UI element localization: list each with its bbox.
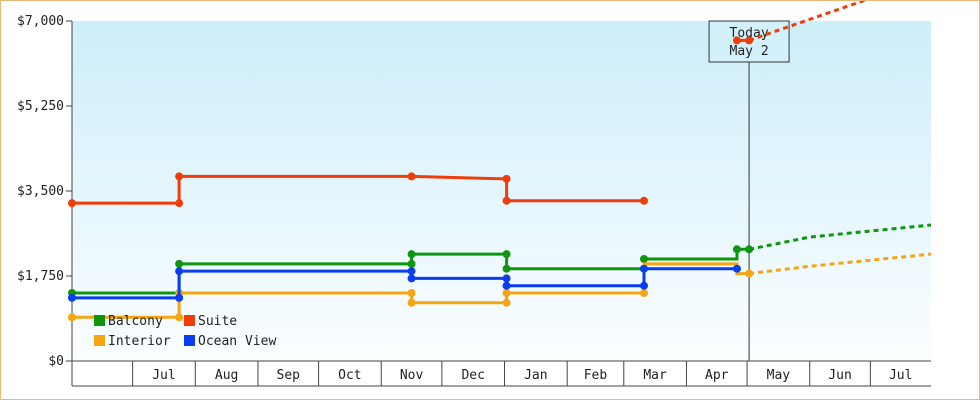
- data-point-interior: [502, 298, 511, 307]
- legend: Balcony Suite Interior Ocean View: [94, 314, 276, 349]
- data-point-balcony: [175, 259, 184, 268]
- data-point-ocean-view: [639, 264, 648, 273]
- data-point-balcony: [639, 255, 648, 263]
- data-point-suite: [68, 199, 76, 208]
- data-point-ocean-view: [407, 274, 416, 283]
- data-point-ocean-view: [175, 293, 184, 302]
- series-line-ocean-view: [72, 267, 737, 300]
- y-tick-label: $0: [48, 354, 64, 369]
- x-axis: Jul Aug Sep Oct Nov Dec Jan Feb Mar Apr May Jun Jul: [72, 360, 931, 387]
- data-point-balcony: [407, 250, 416, 259]
- data-point-suite: [175, 199, 184, 208]
- month-label: May: [767, 368, 791, 383]
- data-point-suite: [502, 196, 511, 205]
- month-label: Nov: [400, 368, 424, 383]
- legend-label-interior: Interior: [108, 334, 171, 349]
- data-point-suite: [175, 172, 184, 181]
- legend-swatch-suite: [184, 315, 195, 326]
- plot-area-background: [72, 21, 931, 361]
- y-axis: $0 $1,750 $3,500 $5,250 $7,000: [17, 14, 73, 386]
- series-suite: [68, 1, 868, 208]
- legend-label-ocean-view: Ocean View: [198, 334, 276, 349]
- data-point-interior: [407, 298, 416, 307]
- data-point-balcony: [502, 250, 511, 259]
- month-label: Mar: [643, 368, 667, 383]
- legend-swatch-ocean-view: [184, 335, 195, 346]
- data-point-suite: [502, 174, 511, 183]
- month-label: Jan: [524, 368, 547, 383]
- legend-label-balcony: Balcony: [108, 314, 163, 329]
- month-label: Jun: [828, 368, 851, 383]
- legend-swatch-balcony: [94, 315, 105, 326]
- month-label: Jul: [889, 368, 912, 383]
- month-label: Feb: [584, 368, 608, 383]
- data-point-interior: [639, 289, 648, 297]
- data-point-suite: [639, 196, 648, 205]
- data-point-ocean-view: [502, 274, 511, 283]
- data-point-interior: [175, 313, 184, 322]
- data-point-balcony: [732, 245, 741, 254]
- data-point-interior: [407, 289, 416, 297]
- data-point-interior: [68, 313, 76, 322]
- data-point-suite: [732, 36, 741, 45]
- y-tick-label: $1,750: [17, 269, 64, 284]
- data-point-ocean-view: [639, 281, 648, 290]
- data-point-interior: [502, 289, 511, 297]
- month-label: Jul: [152, 368, 175, 383]
- data-point-balcony: [407, 259, 416, 268]
- series-ocean-view: [68, 264, 741, 302]
- data-point-ocean-view: [68, 293, 76, 302]
- y-tick-label: $7,000: [17, 14, 64, 29]
- month-label: Apr: [705, 368, 729, 383]
- data-point-suite: [407, 172, 416, 181]
- y-tick-label: $3,500: [17, 184, 64, 199]
- data-point-suite: [745, 36, 754, 45]
- month-label: Sep: [277, 368, 301, 383]
- legend-label-suite: Suite: [198, 314, 237, 329]
- month-label: Oct: [338, 368, 361, 383]
- data-point-interior: [745, 269, 754, 278]
- y-tick-label: $5,250: [17, 99, 64, 114]
- legend-swatch-interior: [94, 335, 105, 346]
- data-point-ocean-view: [732, 264, 741, 273]
- month-label: Dec: [461, 368, 484, 383]
- month-label: Aug: [215, 368, 238, 383]
- data-point-balcony: [745, 245, 754, 254]
- series-forecast-interior: [748, 252, 932, 276]
- data-point-ocean-view: [502, 281, 511, 290]
- series-layer: [68, 1, 932, 322]
- data-point-ocean-view: [407, 267, 416, 276]
- data-point-balcony: [502, 264, 511, 273]
- series-forecast-balcony: [748, 223, 932, 251]
- data-point-ocean-view: [175, 267, 184, 276]
- today-label-line2: May 2: [730, 44, 769, 59]
